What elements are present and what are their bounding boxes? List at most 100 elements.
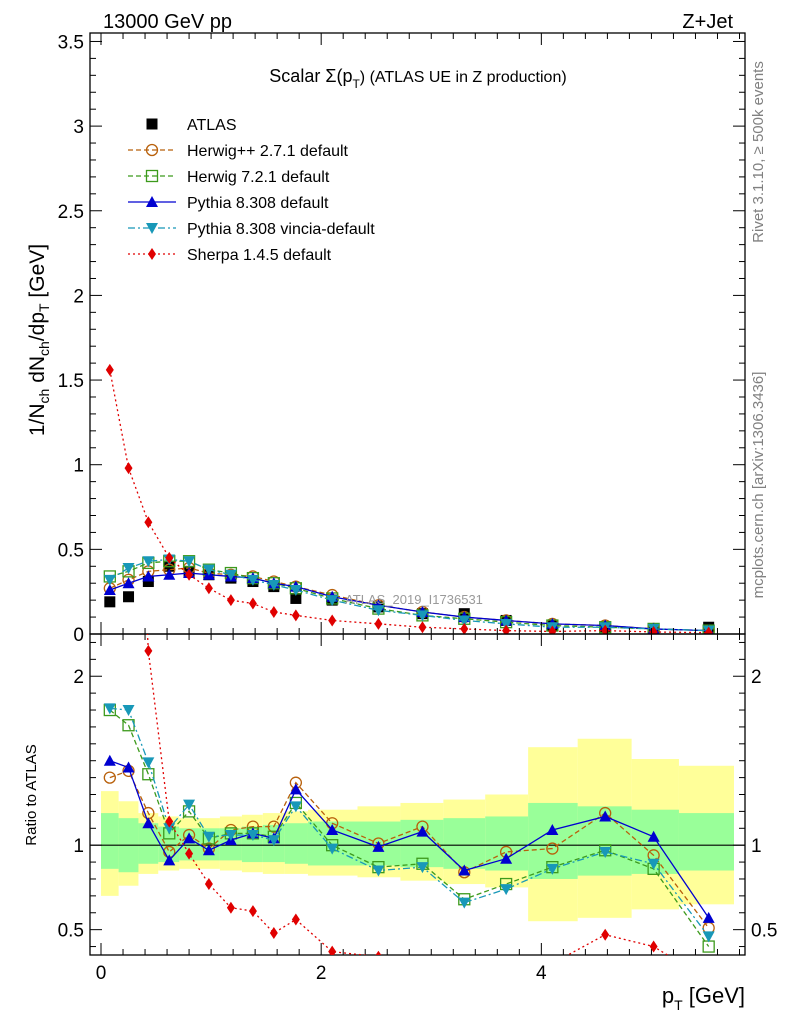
ratio-series-vincia bbox=[103, 703, 715, 943]
point-pythia bbox=[163, 568, 176, 580]
ratio-point-pythia bbox=[458, 864, 471, 876]
ratio-y-tick-label: 0.5 bbox=[58, 921, 84, 942]
ratio-point-sherpa bbox=[649, 940, 658, 953]
green-band-0 bbox=[101, 813, 119, 869]
x-tick-label: 0 bbox=[96, 963, 107, 984]
ratio-point-pythia bbox=[289, 783, 302, 795]
ratio-point-sherpa bbox=[328, 945, 337, 955]
ratio-point-pythia bbox=[326, 823, 339, 835]
main-y-tick-label: 1.5 bbox=[58, 371, 84, 392]
point-vincia bbox=[458, 615, 471, 627]
mcplots-label: mcplots.cern.ch [arXiv:1306.3436] bbox=[750, 372, 767, 599]
plot-title: Scalar Σ(pT) (ATLAS UE in Z production) bbox=[269, 66, 566, 91]
ratio-point-herwigpp bbox=[103, 771, 116, 784]
point-atlas bbox=[290, 592, 302, 604]
ratio-point-pythia bbox=[142, 817, 155, 829]
point-vincia bbox=[326, 595, 339, 607]
ratio-point-sherpa bbox=[291, 913, 300, 926]
point-atlas bbox=[142, 576, 154, 588]
ratio-point-vincia bbox=[202, 831, 215, 843]
legend-label-sherpa: Sherpa 1.4.5 default bbox=[187, 247, 332, 264]
legend-marker-pythia bbox=[146, 196, 158, 207]
ratio-point-vincia bbox=[142, 757, 155, 769]
series-sherpa bbox=[105, 363, 713, 634]
rivet-label: Rivet 3.1.10, ≥ 500k events bbox=[750, 61, 767, 243]
plot-title-sub: T bbox=[352, 77, 360, 91]
header-left: 13000 GeV pp bbox=[103, 11, 232, 33]
point-vincia bbox=[267, 579, 280, 591]
point-vincia bbox=[500, 618, 513, 630]
main-panel: 0 0.5 1 1.5 2 2.5 3 3.5 bbox=[58, 32, 746, 646]
point-sherpa bbox=[204, 582, 213, 595]
ratio-point-sherpa bbox=[165, 815, 174, 828]
ratio-point-vincia bbox=[326, 843, 339, 855]
point-sherpa bbox=[144, 516, 153, 529]
point-vincia bbox=[224, 569, 237, 581]
analysis-watermark: ATLAS_2019_I1736531 bbox=[345, 592, 483, 607]
y-axis-label-main: 1/Nch dNch/dpT [GeV] bbox=[26, 244, 52, 436]
point-sherpa bbox=[124, 462, 133, 475]
point-sherpa bbox=[374, 617, 383, 630]
ratio-y-ticks: 0.5 0.5 1 1 2 2 bbox=[58, 641, 777, 948]
ratio-series-sherpa bbox=[144, 634, 669, 955]
ratio-point-sherpa bbox=[375, 950, 382, 955]
ratio-point-sherpa bbox=[269, 927, 278, 940]
ratio-point-vincia bbox=[289, 801, 302, 813]
x-axis-label-sub: T bbox=[674, 997, 683, 1013]
point-sherpa bbox=[548, 625, 557, 634]
ratio-panel: 0 2 4 0.5 0.5 1 1 2 2 bbox=[58, 33, 777, 984]
green-band-9 bbox=[284, 823, 308, 864]
x-axis-label-p: p bbox=[662, 983, 674, 1008]
ratio-point-vincia bbox=[103, 703, 116, 715]
ratio-point-sherpa bbox=[185, 847, 194, 860]
ratio-point-pythia bbox=[702, 911, 715, 923]
ratio-point-vincia bbox=[500, 884, 513, 896]
ratio-point-vincia bbox=[246, 830, 259, 842]
ratio-point-pythia bbox=[416, 825, 429, 837]
point-vincia bbox=[416, 610, 429, 622]
plot-title-suffix: ) (ATLAS UE in Z production) bbox=[360, 69, 567, 86]
point-vincia bbox=[183, 556, 196, 568]
ratio-point-vincia bbox=[183, 799, 196, 811]
ratio-y-tick-label-right: 2 bbox=[751, 667, 762, 688]
x-axis-label: pT [GeV] bbox=[662, 983, 745, 1013]
point-vincia bbox=[202, 564, 215, 576]
point-pythia bbox=[142, 570, 155, 582]
green-band-13 bbox=[443, 818, 486, 869]
green-band-2 bbox=[138, 823, 159, 864]
main-y-tick-label: 0 bbox=[73, 625, 84, 646]
ratio-point-pythia bbox=[599, 810, 612, 822]
ratio-point-pythia bbox=[122, 761, 135, 773]
ratio-point-vincia bbox=[372, 865, 385, 877]
point-sherpa bbox=[328, 614, 337, 627]
x-tick-label: 2 bbox=[316, 963, 327, 984]
header-right: Z+Jet bbox=[682, 11, 733, 33]
point-sherpa bbox=[502, 624, 511, 634]
ratio-point-pythia bbox=[546, 823, 559, 835]
x-axis-label-unit: [GeV] bbox=[683, 983, 745, 1008]
point-sherpa bbox=[704, 626, 713, 634]
point-sherpa bbox=[460, 622, 469, 634]
point-pythia bbox=[103, 583, 116, 595]
legend-marker-atlas bbox=[146, 118, 158, 130]
point-sherpa bbox=[165, 551, 174, 564]
ratio-point-herwig7 bbox=[142, 768, 155, 781]
ratio-point-herwigpp bbox=[546, 842, 559, 855]
point-sherpa bbox=[185, 568, 194, 581]
ratio-y-tick-label: 2 bbox=[73, 667, 84, 688]
ratio-point-pythia bbox=[103, 754, 116, 766]
point-vincia bbox=[246, 574, 259, 586]
x-ticks: 0 2 4 bbox=[96, 33, 740, 984]
main-y-tick-label: 3 bbox=[73, 117, 84, 138]
point-vincia bbox=[289, 584, 302, 596]
point-vincia bbox=[372, 605, 385, 617]
point-sherpa bbox=[291, 609, 300, 622]
main-y-tick-label: 3.5 bbox=[58, 32, 84, 53]
plot-title-prefix: Scalar Σ(p bbox=[269, 66, 352, 86]
ratio-point-sherpa bbox=[248, 905, 257, 918]
point-sherpa bbox=[248, 597, 257, 610]
ratio-point-pythia bbox=[163, 854, 176, 866]
legend-marker-sherpa bbox=[148, 248, 156, 260]
ratio-point-vincia bbox=[122, 705, 135, 717]
